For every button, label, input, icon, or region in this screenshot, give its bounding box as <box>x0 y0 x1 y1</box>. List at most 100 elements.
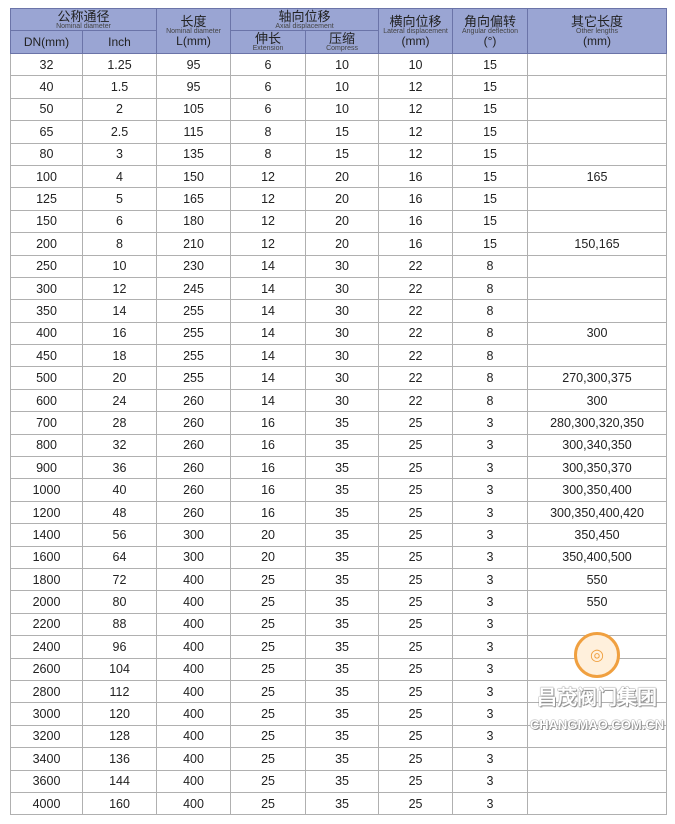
cell-length: 95 <box>156 52 232 77</box>
cell-dn: 2600 <box>10 657 83 681</box>
cell-dn: 2200 <box>10 612 83 637</box>
table-row: 40 1.5 95 6 10 12 15 <box>10 75 668 99</box>
cell-other-lengths <box>527 299 668 323</box>
header-lateral: 横向位移 Lateral displacement (mm) <box>378 8 454 54</box>
cell-dn: 700 <box>10 411 83 435</box>
cell-angular: 8 <box>452 344 529 368</box>
cell-dn: 600 <box>10 388 83 413</box>
cell-dn: 350 <box>10 299 83 323</box>
cell-length: 400 <box>156 612 232 637</box>
cell-length: 260 <box>156 456 232 480</box>
cell-compress: 35 <box>305 567 380 592</box>
cell-angular: 3 <box>452 612 529 637</box>
cell-other-lengths <box>527 702 668 726</box>
cell-lateral: 25 <box>378 635 454 659</box>
cell-extension: 12 <box>230 164 307 189</box>
cell-lateral: 25 <box>378 791 454 816</box>
cell-dn: 250 <box>10 254 83 278</box>
cell-dn: 32 <box>10 52 83 77</box>
cell-angular: 15 <box>452 187 529 211</box>
cell-inch: 96 <box>81 635 158 659</box>
cell-extension: 25 <box>230 702 307 726</box>
cell-lateral: 25 <box>378 523 454 547</box>
cell-lateral: 12 <box>378 120 454 144</box>
cell-compress: 20 <box>305 232 380 256</box>
cell-dn: 125 <box>10 187 83 211</box>
cell-compress: 30 <box>305 321 380 346</box>
cell-inch: 4 <box>81 164 158 189</box>
table-row: 80 3 135 8 15 12 15 <box>10 142 668 166</box>
cell-extension: 25 <box>230 769 307 793</box>
cell-angular: 3 <box>452 590 529 614</box>
cell-dn: 1200 <box>10 500 83 525</box>
cell-dn: 3400 <box>10 747 83 771</box>
table-row: 4000 160 400 25 35 25 3 <box>10 791 668 816</box>
cell-length: 400 <box>156 657 232 681</box>
specs-table: 公称通径 Nominal diameter 长度 Nominal diameter L… <box>9 8 668 816</box>
cell-extension: 12 <box>230 187 307 211</box>
table-row: 1600 64 300 20 35 25 3 350,400,500 <box>10 545 668 569</box>
cell-length: 150 <box>156 164 232 189</box>
cell-other-lengths <box>527 657 668 681</box>
cell-length: 400 <box>156 567 232 592</box>
cell-length: 400 <box>156 679 232 704</box>
cell-compress: 35 <box>305 478 380 502</box>
cell-inch: 36 <box>81 456 158 480</box>
cell-angular: 8 <box>452 366 529 390</box>
cell-other-lengths <box>527 679 668 704</box>
cell-inch: 20 <box>81 366 158 390</box>
table-row: 100 4 150 12 20 16 15 165 <box>10 164 668 189</box>
cell-other-lengths <box>527 254 668 278</box>
cell-dn: 4000 <box>10 791 83 816</box>
cell-lateral: 12 <box>378 97 454 122</box>
cell-length: 260 <box>156 478 232 502</box>
cell-other-lengths: 350,450 <box>527 523 668 547</box>
cell-compress: 35 <box>305 702 380 726</box>
cell-angular: 8 <box>452 388 529 413</box>
cell-length: 210 <box>156 232 232 256</box>
cell-inch: 14 <box>81 299 158 323</box>
table-row: 2600 104 400 25 35 25 3 <box>10 657 668 681</box>
cell-inch: 10 <box>81 254 158 278</box>
cell-length: 255 <box>156 344 232 368</box>
cell-lateral: 25 <box>378 545 454 569</box>
cell-angular: 15 <box>452 97 529 122</box>
cell-other-lengths <box>527 142 668 166</box>
cell-lateral: 22 <box>378 299 454 323</box>
cell-other-lengths: 350,400,500 <box>527 545 668 569</box>
cell-lateral: 22 <box>378 344 454 368</box>
cell-lateral: 25 <box>378 679 454 704</box>
cell-inch: 88 <box>81 612 158 637</box>
cell-lateral: 10 <box>378 52 454 77</box>
cell-length: 260 <box>156 433 232 458</box>
cell-extension: 25 <box>230 612 307 637</box>
table-row: 400 16 255 14 30 22 8 300 <box>10 321 668 346</box>
cell-inch: 64 <box>81 545 158 569</box>
table-row: 1200 48 260 16 35 25 3 300,350,400,420 <box>10 500 668 525</box>
header-nominal: 公称通径 Nominal diameter <box>9 8 158 31</box>
cell-extension: 25 <box>230 567 307 592</box>
cell-lateral: 16 <box>378 187 454 211</box>
cell-length: 260 <box>156 388 232 413</box>
cell-angular: 8 <box>452 321 529 346</box>
cell-inch: 80 <box>81 590 158 614</box>
cell-lateral: 25 <box>378 769 454 793</box>
cell-other-lengths <box>527 791 668 816</box>
cell-length: 255 <box>156 321 232 346</box>
cell-length: 255 <box>156 299 232 323</box>
cell-other-lengths <box>527 344 668 368</box>
table-row: 800 32 260 16 35 25 3 300,340,350 <box>10 433 668 458</box>
cell-extension: 16 <box>230 433 307 458</box>
cell-compress: 35 <box>305 500 380 525</box>
cell-lateral: 12 <box>378 75 454 99</box>
cell-inch: 12 <box>81 276 158 301</box>
cell-dn: 400 <box>10 321 83 346</box>
cell-extension: 16 <box>230 411 307 435</box>
cell-inch: 112 <box>81 679 158 704</box>
cell-compress: 30 <box>305 299 380 323</box>
cell-dn: 450 <box>10 344 83 368</box>
cell-compress: 35 <box>305 769 380 793</box>
cell-dn: 2400 <box>10 635 83 659</box>
cell-compress: 35 <box>305 433 380 458</box>
cell-lateral: 25 <box>378 478 454 502</box>
